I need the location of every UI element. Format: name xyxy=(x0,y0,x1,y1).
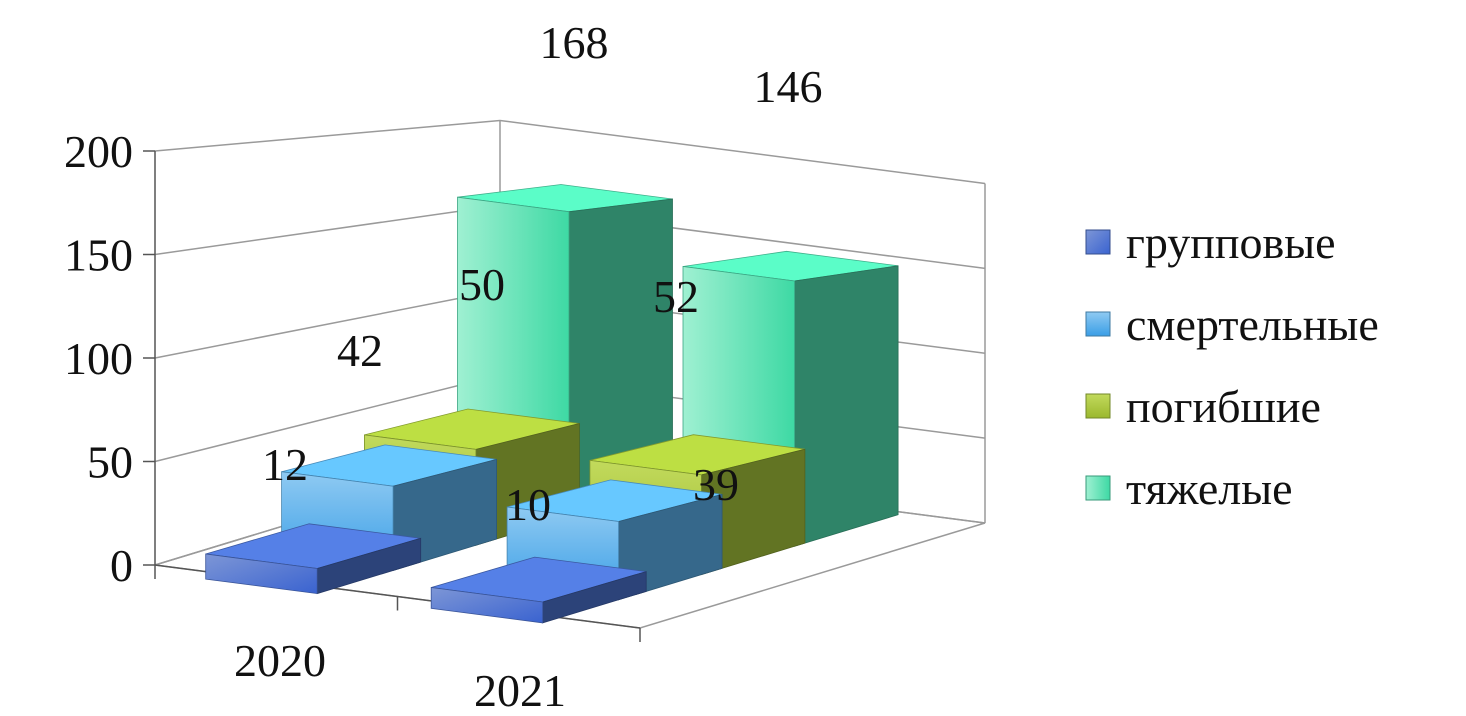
legend-item: тяжелые xyxy=(1085,463,1293,514)
bar xyxy=(430,556,647,624)
legend-item: смертельные xyxy=(1085,299,1379,350)
y-tick-label: 200 xyxy=(64,126,133,177)
legend-item: погибшие xyxy=(1085,381,1321,432)
data-label: 12 xyxy=(262,439,308,490)
data-label: 39 xyxy=(693,459,739,510)
data-label: 52 xyxy=(653,271,699,322)
chart-bars xyxy=(205,184,899,624)
legend-swatch xyxy=(1085,229,1111,255)
data-label: 10 xyxy=(505,479,551,530)
bar-front xyxy=(205,553,318,595)
bar xyxy=(205,523,422,595)
bar-side xyxy=(794,265,899,547)
legend-item: групповые xyxy=(1085,217,1336,268)
data-label: 146 xyxy=(754,61,823,112)
data-label: 50 xyxy=(459,259,505,310)
legend-swatch xyxy=(1085,311,1111,337)
data-label: 168 xyxy=(540,17,609,68)
data-label: 42 xyxy=(337,325,383,376)
legend-swatch xyxy=(1085,475,1111,501)
legend-label: групповые xyxy=(1126,217,1336,268)
x-tick-label: 2021 xyxy=(474,665,566,711)
bar-front xyxy=(430,587,544,624)
chart-labels: 12 10 42 39 50 52 168 146 xyxy=(262,17,823,530)
gridline xyxy=(154,119,986,185)
y-tick-label: 0 xyxy=(110,540,133,591)
legend-swatch xyxy=(1085,393,1111,419)
y-tick-label: 50 xyxy=(87,437,133,488)
x-tick-label: 2020 xyxy=(234,635,326,686)
legend-label: погибшие xyxy=(1126,381,1321,432)
legend: групповые смертельные погибшие тяжелые xyxy=(1085,217,1379,514)
y-tick-label: 100 xyxy=(64,333,133,384)
y-tick-label: 150 xyxy=(64,230,133,281)
legend-label: смертельные xyxy=(1126,299,1379,350)
legend-label: тяжелые xyxy=(1126,463,1293,514)
